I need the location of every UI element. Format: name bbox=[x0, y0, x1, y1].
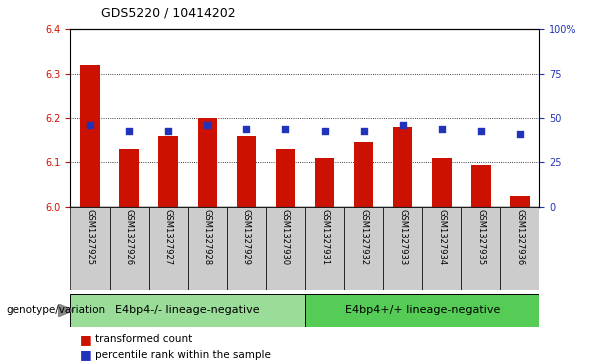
Point bbox=[242, 126, 251, 132]
Bar bbox=[188, 207, 227, 290]
Bar bbox=[227, 207, 266, 290]
Text: GSM1327930: GSM1327930 bbox=[281, 209, 290, 266]
Point bbox=[359, 129, 368, 134]
Text: GSM1327934: GSM1327934 bbox=[437, 209, 446, 266]
Text: GSM1327928: GSM1327928 bbox=[203, 209, 211, 266]
Point bbox=[163, 129, 173, 134]
Text: GSM1327933: GSM1327933 bbox=[398, 209, 407, 266]
Bar bbox=[314, 158, 334, 207]
Point bbox=[398, 122, 408, 127]
Bar bbox=[305, 207, 344, 290]
Text: genotype/variation: genotype/variation bbox=[6, 305, 105, 315]
Point bbox=[319, 129, 329, 134]
Text: ■: ■ bbox=[80, 333, 91, 346]
Bar bbox=[344, 207, 383, 290]
Bar bbox=[510, 196, 530, 207]
Bar bbox=[110, 207, 149, 290]
Text: GSM1327929: GSM1327929 bbox=[242, 209, 251, 265]
Bar bbox=[237, 136, 256, 207]
Text: ■: ■ bbox=[80, 348, 91, 362]
Text: GSM1327925: GSM1327925 bbox=[86, 209, 94, 265]
Bar bbox=[149, 207, 188, 290]
Text: percentile rank within the sample: percentile rank within the sample bbox=[95, 350, 271, 360]
Bar bbox=[471, 165, 490, 207]
Bar bbox=[422, 207, 462, 290]
Text: GSM1327931: GSM1327931 bbox=[320, 209, 329, 266]
Point bbox=[124, 129, 134, 134]
Point bbox=[281, 126, 291, 132]
Text: E4bp4+/+ lineage-negative: E4bp4+/+ lineage-negative bbox=[345, 305, 500, 315]
Bar bbox=[266, 207, 305, 290]
Polygon shape bbox=[58, 304, 74, 317]
Point bbox=[437, 126, 447, 132]
Point bbox=[85, 122, 95, 127]
Bar bbox=[393, 127, 413, 207]
Point bbox=[202, 122, 212, 127]
Text: GSM1327927: GSM1327927 bbox=[164, 209, 173, 266]
Text: GDS5220 / 10414202: GDS5220 / 10414202 bbox=[101, 7, 236, 20]
Bar bbox=[432, 158, 452, 207]
Bar bbox=[276, 149, 295, 207]
Bar bbox=[70, 207, 110, 290]
Bar bbox=[120, 149, 139, 207]
Point bbox=[515, 131, 525, 136]
Bar bbox=[354, 142, 373, 207]
Text: E4bp4-/- lineage-negative: E4bp4-/- lineage-negative bbox=[115, 305, 260, 315]
Text: GSM1327936: GSM1327936 bbox=[516, 209, 524, 266]
Text: transformed count: transformed count bbox=[95, 334, 192, 344]
Bar bbox=[305, 294, 539, 327]
Bar bbox=[70, 294, 305, 327]
Bar bbox=[197, 118, 217, 207]
Bar bbox=[80, 65, 100, 207]
Bar bbox=[158, 136, 178, 207]
Text: GSM1327935: GSM1327935 bbox=[476, 209, 485, 266]
Bar bbox=[500, 207, 539, 290]
Text: GSM1327932: GSM1327932 bbox=[359, 209, 368, 266]
Point bbox=[476, 129, 485, 134]
Bar bbox=[383, 207, 422, 290]
Bar bbox=[462, 207, 500, 290]
Text: GSM1327926: GSM1327926 bbox=[124, 209, 134, 266]
